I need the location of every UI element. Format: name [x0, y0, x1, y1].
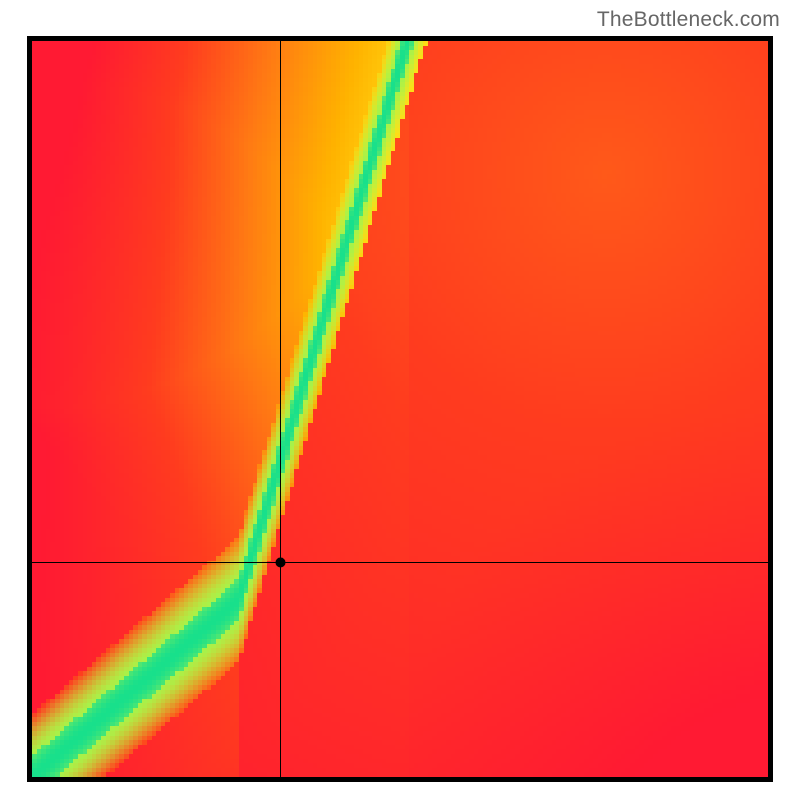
watermark-text: TheBottleneck.com	[597, 8, 780, 32]
heatmap-canvas-wrap	[32, 41, 768, 777]
heatmap-frame	[27, 36, 773, 782]
heatmap-canvas	[32, 41, 768, 777]
